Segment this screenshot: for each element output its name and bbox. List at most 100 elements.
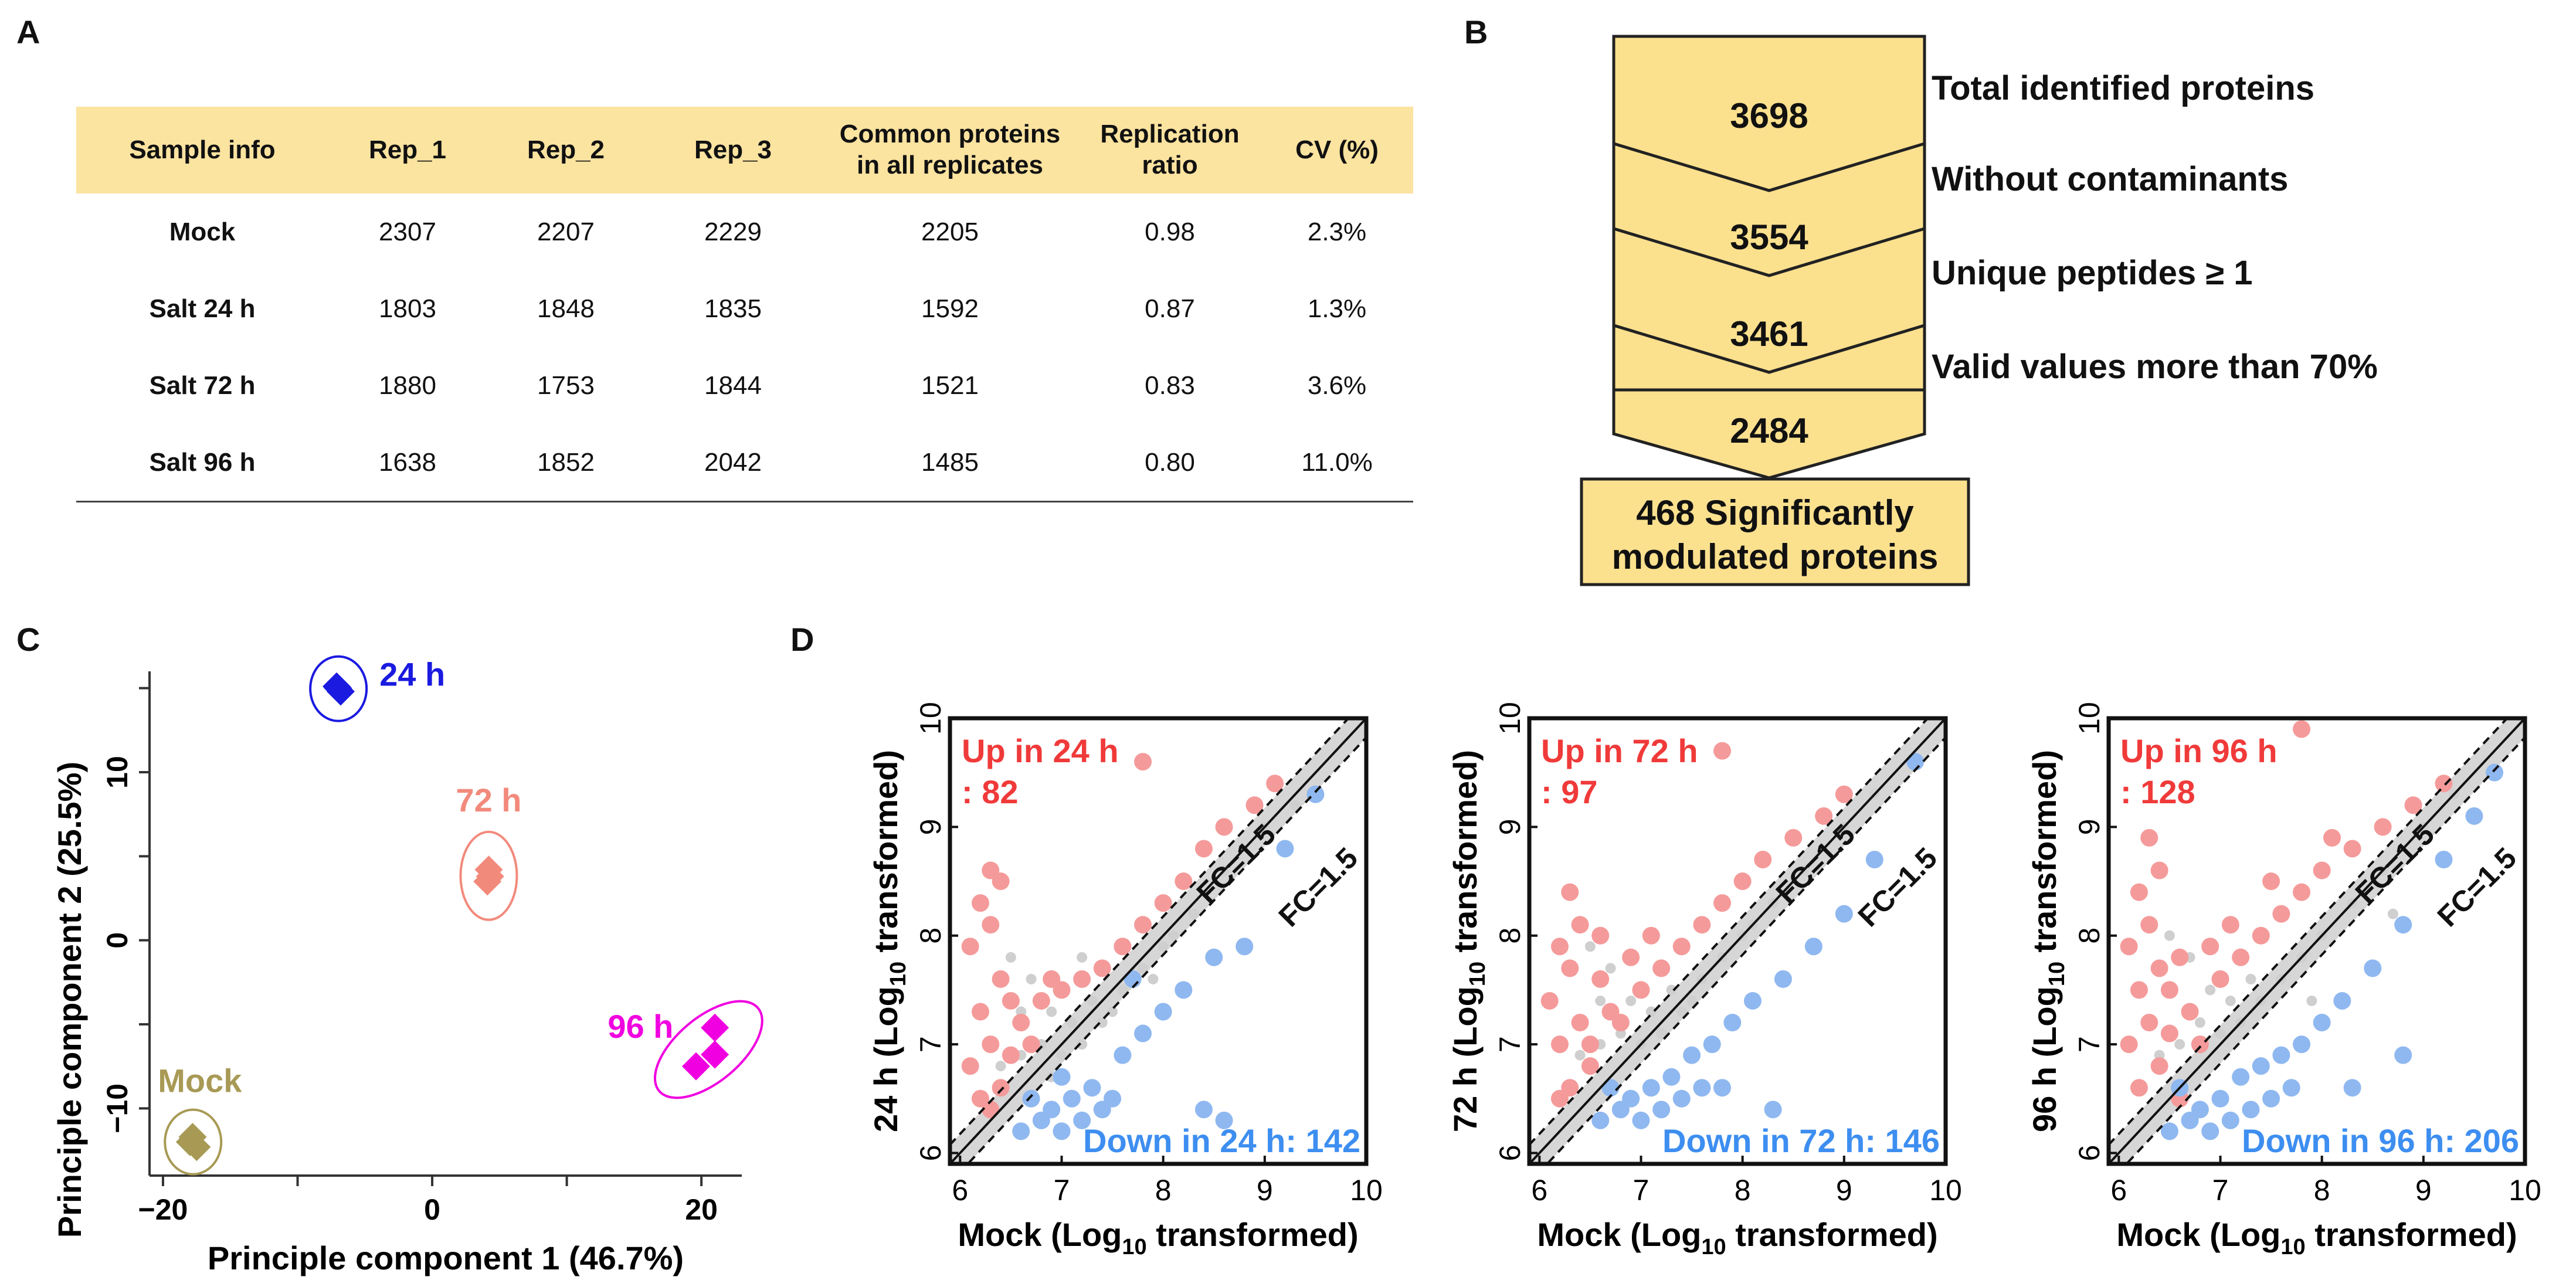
pca-xlabel: Principle component 1 (46.7%) (208, 1240, 684, 1276)
scatter-ylabel-post: transformed) (1447, 750, 1484, 962)
up-point (1215, 818, 1233, 836)
up-point (2262, 872, 2280, 891)
up-point (2140, 916, 2158, 934)
up-count-label: Up in 24 h (962, 732, 1119, 769)
scatter-plot-area (2109, 718, 2525, 1164)
up-point (2272, 905, 2290, 923)
up-point (1561, 959, 1579, 977)
fc-upper-line (2109, 718, 2509, 1146)
up-point (2160, 1024, 2178, 1042)
unchanged-point (2194, 1017, 2205, 1028)
up-point (2191, 1035, 2209, 1054)
cell-ratio: 0.98 (1145, 217, 1195, 246)
up-point (961, 938, 979, 956)
step-total-identified: Total identified proteins (1932, 69, 2314, 107)
scatter-frame (948, 716, 1369, 1166)
scatter-x-tick-label: 8 (1155, 1174, 1172, 1207)
up-point (2150, 861, 2168, 879)
header-cv: CV (%) (1295, 135, 1379, 164)
up-point (1815, 807, 1833, 825)
scatter-xlabel: Mock (Log10 transformed) (2116, 1216, 2517, 1259)
final-line1: 468 Significantly (1636, 493, 1914, 532)
unchanged-point (1077, 1039, 1088, 1050)
up-point (2181, 1003, 2199, 1021)
pca-point (178, 1123, 207, 1152)
final-box (1580, 477, 1970, 586)
scatter-xlabel-pre: Mock (Log (1537, 1216, 1701, 1253)
down-point (1723, 1014, 1742, 1032)
scatter-plot-area (1529, 718, 1946, 1164)
replicate-table: Sample info Rep_1 Rep_2 Rep_3 Common pro… (76, 107, 1413, 502)
up-point (1550, 1035, 1569, 1054)
down-point (1043, 1101, 1061, 1119)
scatter-ylabel-sub: 10 (2045, 962, 2069, 986)
down-point (1865, 850, 1883, 868)
up-point (982, 916, 1000, 934)
up-point (1693, 916, 1711, 934)
down-point (2394, 916, 2412, 934)
up-point (971, 1003, 989, 1021)
cell-rep2: 2207 (537, 217, 595, 246)
final-line2: modulated proteins (1612, 537, 1939, 576)
up-point (961, 1057, 979, 1075)
cell-rep1: 1803 (379, 294, 436, 323)
pca-x-tick-label: −20 (138, 1193, 188, 1226)
cell-rep3: 2042 (645, 424, 821, 502)
pca-point (701, 1040, 729, 1069)
scatter-ylabel-pre: 96 h (Log (2026, 986, 2063, 1132)
pca-plot: −20 0 20 −10 0 10 Mock 24 h 72 h 96 h Principle … (51, 655, 763, 1276)
up-point (1134, 916, 1152, 934)
step-unique-peptides: Unique peptides ≥ 1 (1932, 254, 2252, 292)
unchanged-point (1188, 908, 1199, 919)
up-point (1043, 970, 1061, 988)
unchanged-point (1117, 984, 1128, 996)
down-point (1622, 1089, 1640, 1108)
scatter-xlabel-sub: 10 (1701, 1235, 1726, 1259)
up-point (2171, 948, 2189, 966)
scatter-y-tick-label: 6 (914, 1145, 947, 1162)
cell-cv: 1.3% (1307, 294, 1367, 323)
cell-cv: 2.3% (1307, 217, 1367, 246)
panel-label-c: C (16, 621, 40, 658)
down-point (2364, 959, 2382, 977)
cell-rep1: 1880 (379, 371, 436, 400)
pca-y-tick-label: −10 (101, 1084, 134, 1133)
scatter-xlabel: Mock (Log10 transformed) (958, 1216, 1358, 1259)
up-point (1002, 991, 1020, 1010)
unchanged-point (1605, 963, 1616, 974)
cell-rep2: 1753 (537, 371, 595, 400)
scatter-frame (1527, 716, 1948, 1166)
down-point (1154, 1003, 1172, 1021)
down-point (1073, 1111, 1091, 1129)
scatter-ylabel: 24 h (Log10 transformed) (867, 750, 911, 1132)
header-replication-ratio: Replication ratio (1079, 107, 1261, 193)
down-point (1114, 1046, 1132, 1064)
unchanged-point (2205, 984, 2216, 996)
up-point (2150, 959, 2168, 977)
up-point (992, 872, 1010, 891)
down-point (1053, 1068, 1071, 1086)
up-point (2120, 1035, 2138, 1054)
up-point (2211, 970, 2229, 988)
up-point (1571, 1014, 1589, 1032)
scatter-ylabel-post: transformed) (2026, 750, 2063, 962)
down-point (1906, 753, 1925, 771)
up-point (1114, 938, 1132, 956)
up-point (2313, 861, 2331, 879)
down-point (2191, 1101, 2209, 1119)
pca-point (476, 862, 504, 891)
cell-sample: Salt 96 h (76, 424, 328, 502)
up-point (1642, 926, 1660, 945)
up-point (2293, 883, 2311, 901)
fc-upper-line (1529, 718, 1930, 1146)
unchanged-point (2215, 1028, 2226, 1039)
up-point (971, 894, 989, 912)
unchanged-point (1645, 1006, 1657, 1017)
unchanged-point (2387, 908, 2398, 919)
down-point (2201, 1122, 2219, 1140)
unchanged-point (2174, 1039, 2185, 1050)
up-point (2130, 1079, 2148, 1097)
cell-common: 1521 (921, 371, 979, 400)
scatter-xlabel-pre: Mock (Log (2116, 1216, 2280, 1253)
up-point (1002, 1046, 1020, 1064)
